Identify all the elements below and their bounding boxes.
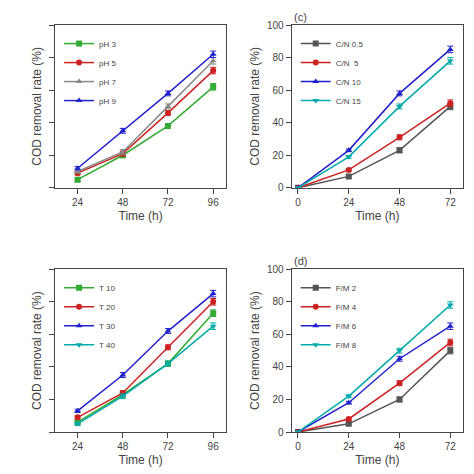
svg-text:20: 20 [273,394,285,405]
svg-text:24: 24 [72,441,84,452]
svg-text:20: 20 [273,150,285,161]
svg-text:48: 48 [394,441,406,452]
svg-text:40: 40 [273,361,285,372]
svg-text:100: 100 [267,20,284,31]
svg-text:72: 72 [445,197,457,208]
svg-text:T 20: T 20 [99,303,115,312]
svg-text:48: 48 [394,197,406,208]
svg-text:72: 72 [162,441,174,452]
svg-text:COD removal rate (%): COD removal rate (%) [248,47,262,166]
svg-text:Time (h): Time (h) [119,453,163,467]
svg-text:C/N 0.5: C/N 0.5 [336,40,364,49]
svg-text:40: 40 [273,117,285,128]
svg-text:pH 9: pH 9 [99,97,116,106]
svg-text:pH 7: pH 7 [99,78,116,87]
svg-text:(c): (c) [294,11,307,23]
svg-text:0: 0 [278,182,284,193]
svg-text:COD removal rate (%): COD removal rate (%) [248,291,262,410]
svg-text:80: 80 [273,52,285,63]
svg-text:0: 0 [278,427,284,438]
svg-text:F/M 4: F/M 4 [336,303,357,312]
svg-text:F/M 2: F/M 2 [336,284,357,293]
svg-text:100: 100 [267,264,284,275]
svg-text:C/N 10: C/N 10 [336,78,361,87]
svg-text:96: 96 [208,441,220,452]
svg-text:(d): (d) [294,255,307,267]
svg-text:72: 72 [162,197,174,208]
svg-text:pH 3: pH 3 [99,40,116,49]
svg-text:80: 80 [273,296,285,307]
svg-text:60: 60 [273,329,285,340]
svg-text:24: 24 [343,441,355,452]
svg-text:T 30: T 30 [99,322,115,331]
svg-text:Time (h): Time (h) [355,453,399,467]
svg-text:F/M 8: F/M 8 [336,341,357,350]
svg-text:48: 48 [117,441,129,452]
svg-text:24: 24 [72,197,84,208]
svg-text:T 40: T 40 [99,341,115,350]
svg-text:T 10: T 10 [99,284,115,293]
svg-text:COD removal rate (%): COD removal rate (%) [30,47,44,166]
svg-text:24: 24 [343,197,355,208]
svg-text:pH 5: pH 5 [99,59,116,68]
svg-text:0: 0 [295,197,301,208]
svg-text:C/N 5: C/N 5 [336,59,359,68]
svg-text:COD removal rate (%): COD removal rate (%) [30,291,44,410]
svg-text:Time (h): Time (h) [119,209,163,223]
svg-text:C/N 15: C/N 15 [336,97,361,106]
svg-text:F/M 6: F/M 6 [336,322,357,331]
svg-text:60: 60 [273,85,285,96]
svg-text:96: 96 [208,197,220,208]
svg-text:Time (h): Time (h) [355,209,399,223]
svg-text:0: 0 [295,441,301,452]
svg-text:72: 72 [445,441,457,452]
svg-text:48: 48 [117,197,129,208]
